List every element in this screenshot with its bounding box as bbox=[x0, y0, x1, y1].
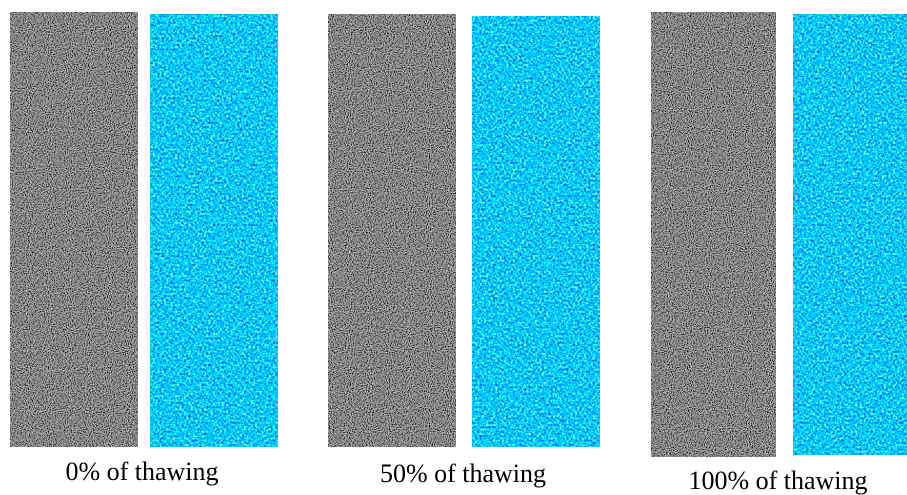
caption: 100% of thawing bbox=[688, 466, 867, 495]
strain-map bbox=[793, 14, 907, 455]
panel-0: 0% of thawing bbox=[10, 12, 278, 486]
caption: 0% of thawing bbox=[65, 457, 218, 486]
speckle-image bbox=[328, 14, 456, 447]
caption: 50% of thawing bbox=[380, 459, 546, 488]
strain-map bbox=[150, 14, 278, 447]
speckle-image bbox=[651, 12, 776, 457]
panel-1: 50% of thawing bbox=[328, 14, 600, 488]
panel-2: 100% of thawing bbox=[651, 12, 907, 495]
speckle-image bbox=[10, 12, 138, 447]
strain-map bbox=[472, 16, 600, 447]
